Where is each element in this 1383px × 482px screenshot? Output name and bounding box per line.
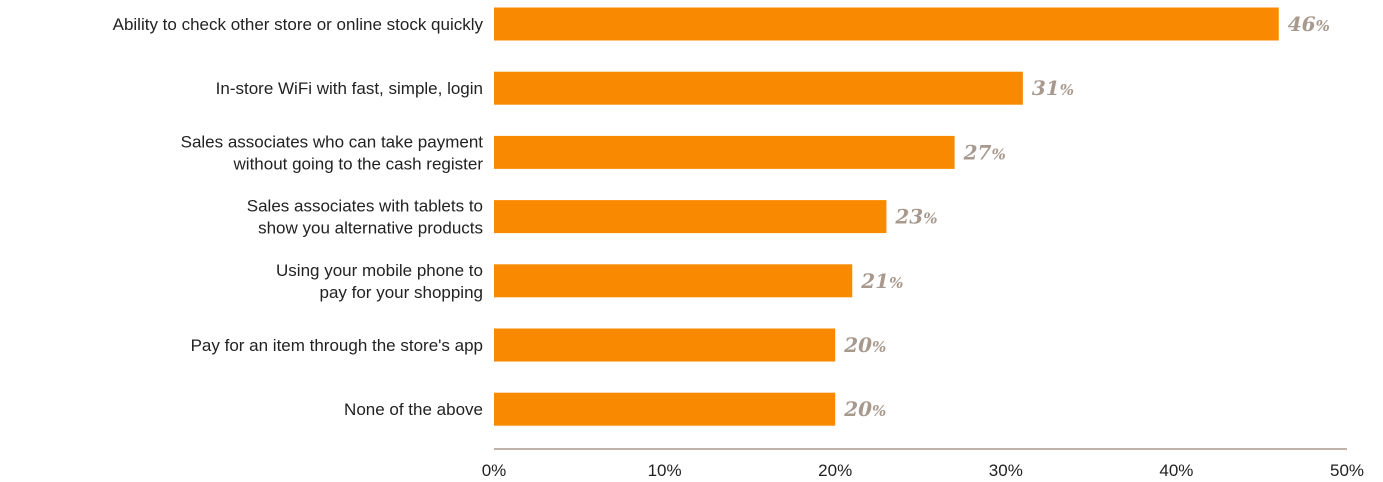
value-number: 20 xyxy=(843,397,872,421)
value-percent-sign: % xyxy=(1060,81,1074,99)
category-label-6: Pay for an item through the store's app xyxy=(191,336,483,355)
category-label-line: Sales associates with tablets to xyxy=(247,197,483,216)
x-tick-label-5: 40% xyxy=(1159,461,1193,480)
value-number: 27 xyxy=(963,140,992,164)
category-label-line: show you alternative products xyxy=(258,219,483,238)
bar-3 xyxy=(494,135,955,169)
category-label-4: Sales associates with tablets to show you… xyxy=(247,197,483,238)
bar-2 xyxy=(494,71,1023,105)
category-label-line: pay for your shopping xyxy=(320,283,484,302)
value-label-1: 46% xyxy=(1288,12,1330,36)
bars-group xyxy=(494,7,1279,426)
value-percent-sign: % xyxy=(889,274,903,292)
value-label-7: 20% xyxy=(843,397,886,421)
category-label-line: without going to the cash register xyxy=(233,154,484,173)
x-tick-label-1: 0% xyxy=(482,461,507,480)
value-number: 46 xyxy=(1288,12,1316,36)
value-percent-sign: % xyxy=(872,338,886,356)
category-label-line: Using your mobile phone to xyxy=(276,261,483,280)
category-label-line: None of the above xyxy=(344,400,483,419)
value-labels-group: 46%31%27%23%21%20%20% xyxy=(843,12,1330,421)
bar-5 xyxy=(494,264,853,298)
x-tick-label-6: 50% xyxy=(1330,461,1364,480)
value-percent-sign: % xyxy=(1316,17,1330,35)
value-label-3: 27% xyxy=(963,140,1006,164)
bar-6 xyxy=(494,328,836,362)
value-label-2: 31% xyxy=(1032,76,1074,100)
category-label-line: Ability to check other store or online s… xyxy=(113,15,484,34)
category-label-5: Using your mobile phone to pay for your s… xyxy=(276,261,483,302)
value-percent-sign: % xyxy=(991,145,1005,163)
bar-7 xyxy=(494,392,836,426)
value-label-6: 20% xyxy=(843,333,886,357)
category-label-7: None of the above xyxy=(344,400,483,419)
value-percent-sign: % xyxy=(923,210,937,228)
value-number: 31 xyxy=(1032,76,1060,100)
value-number: 20 xyxy=(843,333,872,357)
value-label-4: 23% xyxy=(894,205,937,229)
value-number: 23 xyxy=(894,205,923,229)
x-tick-label-2: 10% xyxy=(648,461,682,480)
x-tick-label-3: 20% xyxy=(818,461,852,480)
value-percent-sign: % xyxy=(872,402,886,420)
category-labels-group: Ability to check other store or online s… xyxy=(113,15,484,419)
category-label-line: Pay for an item through the store's app xyxy=(191,336,483,355)
value-label-5: 21% xyxy=(860,269,903,293)
category-label-line: In-store WiFi with fast, simple, login xyxy=(216,79,483,98)
bar-4 xyxy=(494,200,887,234)
value-number: 21 xyxy=(860,269,889,293)
category-label-3: Sales associates who can take payment wit… xyxy=(181,132,484,173)
x-tick-label-4: 30% xyxy=(989,461,1023,480)
category-label-1: Ability to check other store or online s… xyxy=(113,15,484,34)
x-tick-labels-group: 0% 10% 20% 30% 40% 50% xyxy=(482,461,1364,480)
category-label-line: Sales associates who can take payment xyxy=(181,132,484,151)
category-label-2: In-store WiFi with fast, simple, login xyxy=(216,79,483,98)
bar-1 xyxy=(494,7,1279,41)
